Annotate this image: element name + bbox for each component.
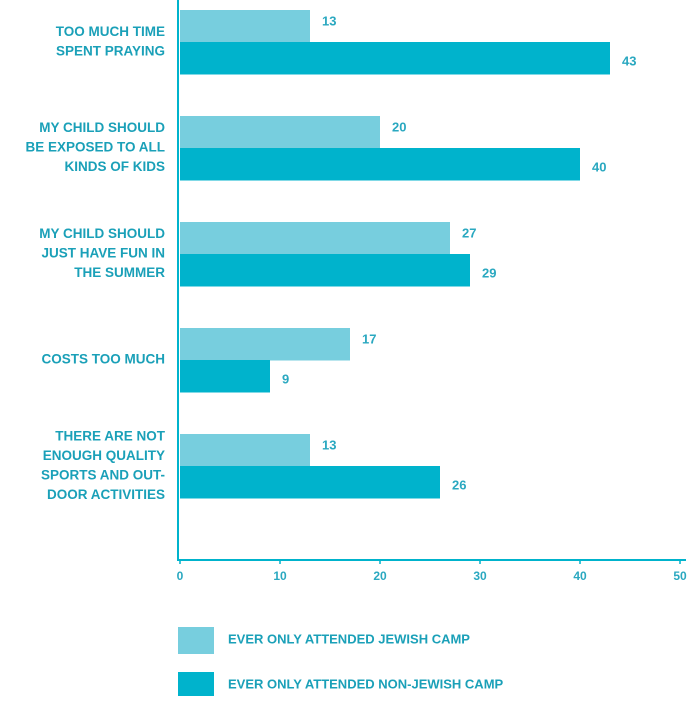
bar <box>180 116 380 149</box>
legend-swatch <box>178 627 214 654</box>
legend-label: EVER ONLY ATTENDED NON-JEWISH CAMP <box>228 676 504 691</box>
legend-label: EVER ONLY ATTENDED JEWISH CAMP <box>228 631 470 646</box>
category-label: SPENT PRAYING <box>56 43 165 58</box>
value-label: 17 <box>362 331 376 346</box>
category-label: MY CHILD SHOULD <box>39 226 165 241</box>
x-tick-label: 30 <box>473 569 487 583</box>
category-label: BE EXPOSED TO ALL <box>25 140 165 155</box>
value-label: 29 <box>482 265 496 280</box>
value-label: 27 <box>462 225 476 240</box>
bar <box>180 148 580 181</box>
bar <box>180 42 610 75</box>
bar <box>180 222 450 255</box>
category-label: JUST HAVE FUN IN <box>41 246 165 261</box>
x-tick-label: 40 <box>573 569 587 583</box>
bar <box>180 466 440 499</box>
category-label: COSTS TOO MUCH <box>41 352 165 367</box>
x-tick-label: 10 <box>273 569 287 583</box>
bar <box>180 10 310 43</box>
category-label: ENOUGH QUALITY <box>43 448 165 463</box>
category-label: MY CHILD SHOULD <box>39 120 165 135</box>
category-label: DOOR ACTIVITIES <box>47 487 165 502</box>
category-label: SPORTS AND OUT- <box>41 467 165 482</box>
value-label: 13 <box>322 437 336 452</box>
value-label: 26 <box>452 477 466 492</box>
x-tick-label: 20 <box>373 569 387 583</box>
category-label: THE SUMMER <box>74 265 165 280</box>
category-label: KINDS OF KIDS <box>64 159 165 174</box>
x-tick-label: 50 <box>673 569 687 583</box>
value-label: 20 <box>392 119 406 134</box>
category-label: THERE ARE NOT <box>55 428 166 443</box>
value-label: 9 <box>282 371 289 386</box>
bar <box>180 360 270 393</box>
category-label: TOO MUCH TIME <box>56 24 165 39</box>
legend-swatch <box>178 672 214 699</box>
value-label: 40 <box>592 159 606 174</box>
bar <box>180 434 310 467</box>
x-tick-label: 0 <box>177 569 184 583</box>
value-label: 13 <box>322 13 336 28</box>
value-label: 43 <box>622 53 636 68</box>
bar <box>180 254 470 287</box>
bar <box>180 328 350 361</box>
